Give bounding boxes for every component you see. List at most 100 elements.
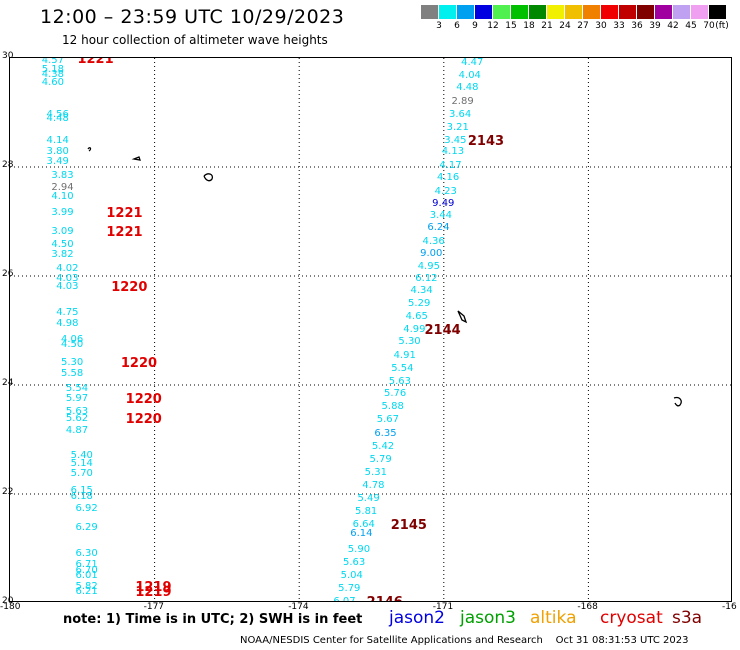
wave-height-label: 6.15 <box>70 485 93 497</box>
wave-height-label: 4.17 <box>439 159 462 171</box>
wave-height-label: 5.14 <box>70 458 93 470</box>
wave-height-label: 5.79 <box>369 453 392 465</box>
wave-height-label: 9.49 <box>432 197 455 209</box>
legend-swatch <box>601 5 619 19</box>
latitude-label: 26 <box>2 269 14 279</box>
legend-swatch <box>457 5 475 19</box>
wave-height-label: 3.21 <box>446 121 469 133</box>
wave-height-label: 3.49 <box>46 155 69 167</box>
wave-height-label: 4.14 <box>46 135 69 147</box>
wave-height-label: 4.47 <box>461 57 484 69</box>
wave-height-label: 5.63 <box>388 375 412 387</box>
legend-labels: 3 6 9 12 15 18 21 24 27 30 33 36 39 42 45 70 (ft) <box>421 19 729 33</box>
island-outline <box>673 396 682 407</box>
wave-height-label: 5.54 <box>391 362 414 374</box>
wave-height-label: 4.56 <box>46 108 69 120</box>
legend-swatch <box>709 5 727 19</box>
legend-label: 24 <box>559 21 571 31</box>
wave-height-label: 5.88 <box>381 401 404 413</box>
color-legend: 3 6 9 12 15 18 21 24 27 30 33 36 39 42 45 70 (ft) <box>421 5 729 33</box>
wave-height-label: 6.29 <box>75 521 98 533</box>
wave-height-label: 6.70 <box>75 564 98 576</box>
pass-time-label: 2144 <box>424 322 461 338</box>
latitude-label: 24 <box>2 378 14 388</box>
wave-height-label: 4.16 <box>436 171 460 183</box>
wave-height-label: 4.34 <box>410 285 433 297</box>
island-outline <box>457 310 468 324</box>
legend-label: 42 <box>667 21 679 31</box>
satellite-jason3: jason3 <box>460 608 516 628</box>
wave-height-label: 3.09 <box>51 226 74 238</box>
legend-swatch <box>619 5 637 19</box>
wave-height-label: 4.98 <box>56 317 79 329</box>
wave-height-label: 4.87 <box>65 425 89 437</box>
legend-swatch <box>421 5 439 19</box>
wave-height-label: 4.03 <box>56 281 79 293</box>
longitude-label: -177 <box>143 602 165 612</box>
longitude-label: -171 <box>432 602 454 612</box>
wave-height-label: 4.10 <box>51 190 74 202</box>
wave-height-label: 6.30 <box>75 547 98 559</box>
satellite-jason2: jason2 <box>389 608 445 628</box>
longitude-label: -168 <box>577 602 598 612</box>
map-grid <box>10 58 731 601</box>
legend-label: 18 <box>523 21 535 31</box>
wave-height-label: 4.48 <box>456 81 479 93</box>
wave-height-label: 4.03 <box>56 273 79 285</box>
wave-height-label: 3.44 <box>429 210 453 222</box>
legend-swatch <box>655 5 673 19</box>
satellite-cryosat: cryosat <box>600 608 663 628</box>
legend-label: 21 <box>541 21 553 31</box>
wave-height-label: 4.95 <box>417 260 440 272</box>
wave-height-label: 5.29 <box>408 298 431 310</box>
legend-unit: (ft) <box>715 21 729 31</box>
legend-swatch <box>565 5 583 19</box>
wave-height-label: 3.64 <box>449 108 472 120</box>
wave-height-label: 5.76 <box>383 388 407 400</box>
footer-credit: NOAA/NESDIS Center for Satellite Applica… <box>240 635 689 646</box>
wave-height-label: 4.06 <box>61 333 84 345</box>
island-outline <box>131 156 141 161</box>
wave-height-label: 5.67 <box>376 414 399 426</box>
wave-height-label: 5.90 <box>347 544 371 556</box>
wave-height-label: 4.13 <box>441 146 465 158</box>
pass-time-label: 2145 <box>390 518 427 534</box>
credit-text: NOAA/NESDIS Center for Satellite Applica… <box>240 635 543 646</box>
wave-height-label: 6.64 <box>352 519 375 531</box>
wave-height-label: 5.63 <box>342 557 366 569</box>
timestamp-text: Oct 31 08:31:53 UTC 2023 <box>555 635 689 646</box>
wave-height-label: 4.38 <box>41 69 64 81</box>
pass-time-label: 1221 <box>106 206 143 222</box>
legend-label: 70 <box>703 21 715 31</box>
pass-time-label: 1221 <box>77 57 114 68</box>
wave-height-label: 4.60 <box>41 76 64 88</box>
legend-label: 39 <box>649 21 661 31</box>
pass-time-label: 1220 <box>125 392 162 408</box>
map-plot[interactable]: 4.57 5.18 4.38 4.60 4.56 4.48 4.14 3.80 3.49 3.83… <box>9 57 732 602</box>
longitude-label: -180 <box>0 602 21 612</box>
legend-label: 3 <box>436 21 442 31</box>
legend-swatch <box>673 5 691 19</box>
wave-height-label: 3.82 <box>51 249 74 261</box>
wave-height-label: 5.30 <box>398 336 421 348</box>
legend-label: 15 <box>505 21 517 31</box>
wave-height-label: 6.12 <box>415 273 438 285</box>
wave-height-label: 4.23 <box>434 185 457 197</box>
latitude-label: 20 <box>2 596 14 606</box>
legend-swatch <box>529 5 547 19</box>
wave-height-label: 4.65 <box>405 311 428 323</box>
pass-time-label: 1220 <box>125 412 162 428</box>
legend-label: 27 <box>577 21 589 31</box>
pass-time-label: 2146 <box>367 595 403 601</box>
legend-label: 6 <box>454 21 460 31</box>
wave-height-label: 4.78 <box>362 479 385 491</box>
legend-label: 33 <box>613 21 625 31</box>
wave-height-label: 6.07 <box>333 595 356 602</box>
wave-height-label: 2.94 <box>51 181 74 193</box>
pass-time-label: 1220 <box>111 280 148 296</box>
wave-height-label: 4.50 <box>51 239 74 251</box>
legend-label: 45 <box>685 21 697 31</box>
legend-swatches <box>421 5 727 19</box>
longitude-label: -174 <box>288 602 309 612</box>
wave-height-label: 6.71 <box>75 558 98 570</box>
